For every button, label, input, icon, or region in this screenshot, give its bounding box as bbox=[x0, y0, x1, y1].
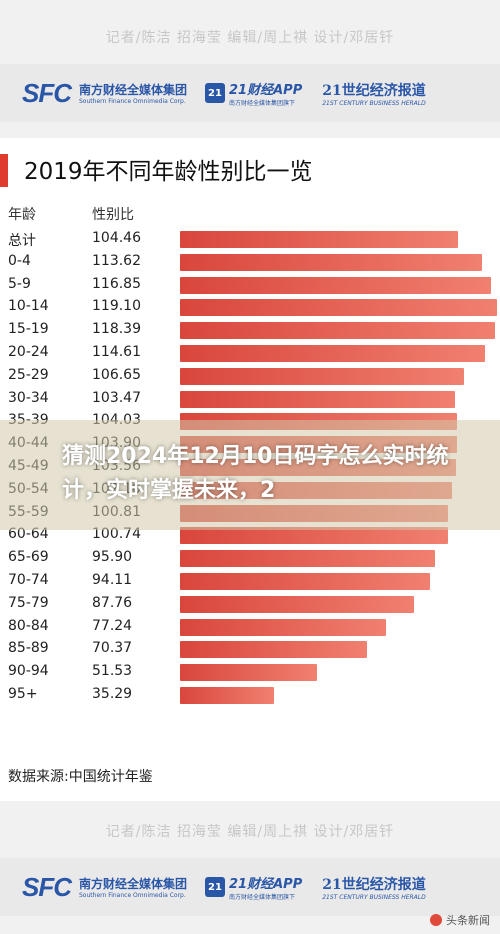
bar bbox=[180, 253, 482, 271]
group-cn: 南方财经全媒体集团 bbox=[79, 83, 188, 97]
group-en-bottom: Southern Finance Omnimedia Corp. bbox=[79, 892, 186, 899]
ratio-value: 87.76 bbox=[92, 594, 133, 611]
age-label: 10-14 bbox=[8, 298, 49, 315]
bar bbox=[180, 687, 274, 704]
ratio-value: 103.47 bbox=[92, 389, 141, 406]
ratio-value: 51.53 bbox=[92, 663, 133, 680]
app21-logo-bottom: 21 21财经APP 南方财经全媒体集团旗下 bbox=[205, 873, 302, 901]
bar bbox=[180, 231, 458, 248]
ratio-value: 104.46 bbox=[92, 230, 141, 246]
title-accent bbox=[0, 154, 8, 187]
age-label: 20-24 bbox=[8, 344, 49, 360]
herald-en-bottom: 21ST CENTURY BUSINESS HERALD bbox=[322, 893, 426, 901]
app21-en-bottom: 南方财经全媒体集团旗下 bbox=[229, 894, 296, 901]
ratio-value: 114.61 bbox=[92, 344, 141, 360]
age-label: 总计 bbox=[8, 233, 36, 249]
age-label: 80-84 bbox=[8, 617, 49, 634]
sfc-logo: SFC bbox=[22, 77, 72, 108]
app21-cn: 21财经APP bbox=[229, 83, 303, 98]
app21-badge: 21 bbox=[205, 83, 226, 103]
ratio-value: 70.37 bbox=[92, 640, 133, 657]
age-label: 0-4 bbox=[8, 252, 31, 269]
group-cn-bottom: 南方财经全媒体集团 bbox=[79, 877, 188, 891]
col-header-ratio: 性别比 bbox=[92, 207, 134, 223]
bar bbox=[180, 367, 464, 385]
sfc-logo-bottom: SFC bbox=[22, 871, 72, 902]
herald-logo-bottom: 21世纪经济报道 21ST CENTURY BUSINESS HERALD bbox=[322, 874, 426, 901]
credit-line-bottom: 记者/陈洁 招海莹 编辑/周上祺 设计/邓居钎 bbox=[105, 824, 395, 840]
app21-cn-bottom: 21财经APP bbox=[229, 877, 303, 892]
ratio-value: 113.62 bbox=[92, 252, 141, 269]
age-label: 90-94 bbox=[8, 663, 49, 680]
chart-title: 2019年不同年龄性别比一览 bbox=[24, 159, 313, 185]
app21-en: 南方财经全媒体集团旗下 bbox=[229, 100, 296, 107]
age-label: 5-9 bbox=[8, 275, 31, 292]
age-label: 75-79 bbox=[8, 594, 49, 611]
ratio-value: 35.29 bbox=[92, 686, 133, 702]
herald-logo: 21世纪经济报道 21ST CENTURY BUSINESS HERALD bbox=[322, 80, 426, 107]
headline-overlay bbox=[0, 420, 500, 530]
herald-cn: 21世纪经济报道 bbox=[322, 82, 426, 99]
app21-badge-bottom: 21 bbox=[205, 877, 226, 897]
bar bbox=[180, 390, 455, 408]
age-label: 70-74 bbox=[8, 572, 49, 588]
bar bbox=[180, 322, 495, 340]
age-label: 25-29 bbox=[8, 366, 49, 383]
bar bbox=[180, 573, 430, 590]
bar bbox=[180, 641, 367, 659]
col-header-age: 年龄 bbox=[8, 207, 36, 223]
brand-bar-bottom: SFC 南方财经全媒体集团 Southern Finance Omnimedia… bbox=[0, 858, 500, 916]
ratio-value: 77.24 bbox=[92, 617, 133, 634]
bar bbox=[180, 276, 491, 294]
bar bbox=[180, 345, 485, 362]
ratio-value: 100.74 bbox=[92, 526, 141, 543]
age-label: 60-64 bbox=[8, 526, 49, 543]
age-label: 65-69 bbox=[8, 549, 49, 566]
herald-cn-bottom: 21世纪经济报道 bbox=[322, 876, 426, 893]
age-label: 95+ bbox=[8, 686, 38, 702]
app21-logo: 21 21财经APP 南方财经全媒体集团旗下 bbox=[205, 79, 302, 107]
age-label: 15-19 bbox=[8, 321, 49, 338]
bar bbox=[180, 618, 386, 636]
bar bbox=[180, 550, 435, 568]
age-label: 30-34 bbox=[8, 389, 49, 406]
brand-bar-top: SFC 南方财经全媒体集团 Southern Finance Omnimedia… bbox=[0, 64, 500, 122]
ratio-value: 94.11 bbox=[92, 572, 133, 588]
sfc-group-name: 南方财经全媒体集团 Southern Finance Omnimedia Cor… bbox=[79, 81, 187, 105]
herald-en: 21ST CENTURY BUSINESS HERALD bbox=[322, 99, 426, 107]
toutiao-logo-icon bbox=[430, 914, 442, 926]
chart-source: 数据来源:中国统计年鉴 bbox=[8, 769, 153, 785]
credit-line-top: 记者/陈洁 招海莹 编辑/周上祺 设计/邓居钎 bbox=[105, 30, 395, 46]
ratio-value: 95.90 bbox=[92, 549, 133, 566]
bar bbox=[180, 299, 497, 317]
watermark: 头条新闻 bbox=[430, 912, 490, 928]
bar bbox=[180, 664, 317, 682]
group-en: Southern Finance Omnimedia Corp. bbox=[79, 98, 186, 105]
sfc-group-name-bottom: 南方财经全媒体集团 Southern Finance Omnimedia Cor… bbox=[79, 875, 187, 899]
ratio-value: 118.39 bbox=[92, 321, 141, 338]
age-label: 85-89 bbox=[8, 640, 49, 657]
watermark-text: 头条新闻 bbox=[446, 914, 490, 927]
headline-text: 猜测2024年12月10日码字怎么实时统计，实时掌握未来，2 bbox=[62, 444, 449, 503]
ratio-value: 119.10 bbox=[92, 298, 141, 315]
ratio-value: 116.85 bbox=[92, 275, 141, 292]
bar bbox=[180, 527, 448, 545]
ratio-value: 106.65 bbox=[92, 366, 141, 383]
bar bbox=[180, 595, 414, 613]
